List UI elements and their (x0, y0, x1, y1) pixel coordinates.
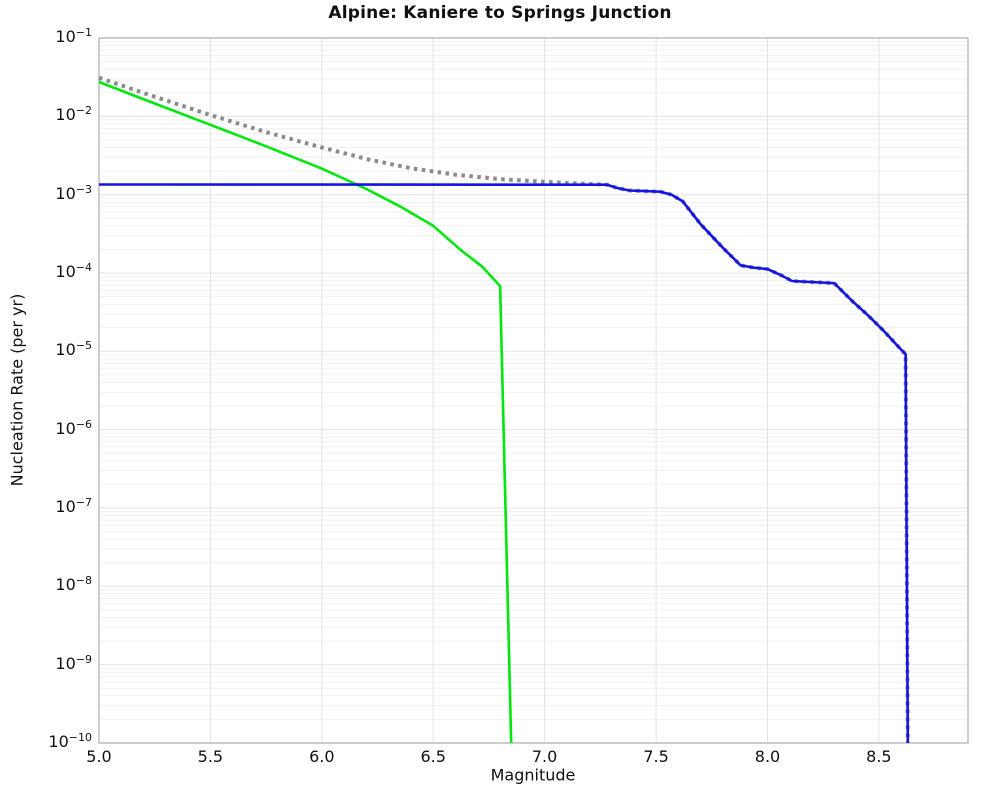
y-axis-title: Nucleation Rate (per yr) (7, 293, 27, 487)
x-axis-title: Magnitude (490, 765, 576, 785)
x-tick-label: 6.5 (420, 747, 446, 766)
y-tick-label: 10−8 (55, 574, 92, 595)
y-tick-label: 10−4 (55, 260, 92, 282)
green-target-gr-mfd-line (98, 80, 513, 744)
chart-title: Alpine: Kaniere to Springs Junction (328, 3, 672, 23)
x-tick-label: 7.5 (643, 747, 669, 766)
y-tick-label: 10−10 (48, 730, 92, 752)
x-tick-label: 8.0 (754, 747, 781, 766)
y-tick-label: 10−7 (55, 495, 92, 517)
x-tick-label: 8.5 (866, 747, 892, 766)
x-tick-label: 7.0 (531, 747, 558, 766)
x-tick-label: 6.0 (309, 747, 335, 766)
y-tick-label: 10−6 (55, 417, 92, 438)
y-tick-label: 10−1 (55, 25, 92, 47)
x-tick-label: 5.5 (197, 747, 224, 766)
plot-frame (98, 37, 969, 744)
blue-solution-mfd-line (98, 183, 910, 744)
y-tick-label: 10−3 (55, 182, 92, 203)
x-tick-label: 5.0 (86, 747, 112, 766)
y-tick-label: 10−5 (55, 339, 92, 360)
y-tick-label: 10−2 (55, 104, 92, 125)
y-tick-label: 10−9 (55, 652, 92, 673)
